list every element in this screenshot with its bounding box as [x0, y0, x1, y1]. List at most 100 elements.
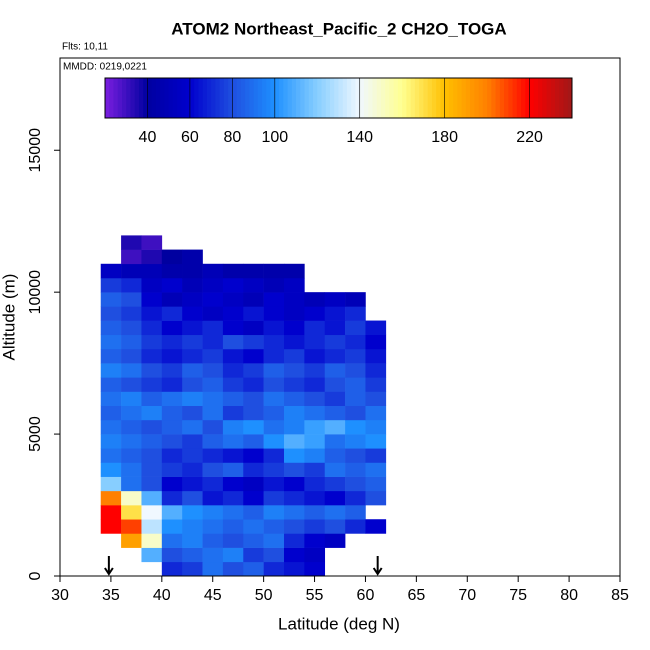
colorbar-slice — [189, 78, 195, 118]
colorbar-slice — [380, 78, 386, 118]
heat-cell — [263, 547, 285, 563]
heat-cell — [182, 277, 203, 293]
heat-cell — [324, 306, 346, 321]
heat-cell — [222, 490, 244, 506]
heat-cell — [243, 348, 264, 364]
heat-cell — [304, 377, 326, 392]
colorbar-slice — [219, 78, 225, 118]
x-tick-label: 75 — [509, 587, 527, 604]
heat-cell — [202, 391, 224, 406]
heat-cell — [141, 419, 163, 435]
colorbar-slice — [359, 78, 365, 118]
heat-cell — [141, 547, 163, 563]
heat-cell — [121, 334, 142, 350]
heat-cell — [202, 263, 224, 279]
colorbar-slice — [397, 78, 403, 118]
colorbar-slice — [177, 78, 182, 118]
colorbar-tick-label: 60 — [181, 129, 199, 146]
colorbar-slice — [351, 78, 356, 118]
heat-cell — [243, 476, 264, 492]
heat-cell — [100, 348, 122, 364]
y-tick-label: 5000 — [27, 416, 44, 452]
colorbar-slice — [130, 78, 136, 118]
colorbar-slice — [491, 78, 497, 118]
heat-cell — [243, 419, 264, 435]
heat-cell — [284, 490, 305, 506]
colorbar-slice — [151, 78, 157, 118]
flight-arrow — [104, 556, 114, 576]
heat-cell — [243, 306, 264, 321]
heat-cell — [202, 476, 224, 492]
heat-cell — [141, 249, 163, 265]
heat-cell — [324, 320, 346, 336]
colorbar-slice — [279, 78, 284, 118]
heat-cell — [263, 277, 285, 293]
colorbar-slice — [504, 78, 509, 118]
heat-cell — [365, 363, 387, 378]
colorbar-slice — [559, 78, 565, 118]
heat-cell — [304, 547, 326, 563]
heat-cell — [100, 377, 122, 392]
heat-cell — [284, 292, 305, 307]
heat-cell — [121, 377, 142, 392]
heat-cell — [121, 348, 142, 364]
heat-cell — [161, 490, 183, 506]
heat-cell — [141, 462, 163, 477]
heat-cell — [161, 292, 183, 307]
colorbar-slice — [406, 78, 412, 118]
heat-cell — [263, 519, 285, 534]
colorbar-slice — [236, 78, 242, 118]
heat-cell — [243, 320, 264, 336]
heat-cell — [161, 448, 183, 463]
colorbar-slice — [185, 78, 191, 118]
heat-cell — [324, 348, 346, 364]
heat-cell — [365, 448, 387, 463]
heat-cell — [243, 547, 264, 563]
colorbar-tick-label: 140 — [346, 129, 373, 146]
heat-cell — [243, 434, 264, 449]
heat-cell — [100, 391, 122, 406]
colorbar-slice — [453, 78, 458, 118]
heat-cell — [284, 448, 305, 463]
colorbar-slice — [283, 78, 289, 118]
heat-cell — [304, 419, 326, 435]
heat-cell — [182, 405, 203, 421]
heat-cell — [182, 490, 203, 506]
heat-cell — [222, 263, 244, 279]
colorbar-slice — [385, 78, 390, 118]
x-tick-label: 70 — [458, 587, 476, 604]
heat-cell — [202, 320, 224, 336]
heat-cell — [284, 334, 305, 350]
colorbar-tick-label: 40 — [139, 129, 157, 146]
heat-cell — [324, 363, 346, 378]
heat-cell — [324, 334, 346, 350]
heat-cell — [141, 476, 163, 492]
colorbar-slice — [342, 78, 348, 118]
colorbar-slice — [465, 78, 471, 118]
colorbar-slice — [508, 78, 514, 118]
heat-cell — [202, 306, 224, 321]
colorbar-slice — [270, 78, 276, 118]
heat-cell — [345, 391, 366, 406]
heat-cell — [304, 434, 326, 449]
heat-cell — [243, 363, 264, 378]
heat-cell — [141, 320, 163, 336]
heat-cell — [263, 334, 285, 350]
colorbar-slice — [338, 78, 344, 118]
heat-cell — [284, 391, 305, 406]
colorbar-tick-label: 80 — [223, 129, 241, 146]
heat-cell — [324, 448, 346, 463]
heat-cell — [121, 320, 142, 336]
heat-cell — [100, 462, 122, 477]
heat-cell — [243, 561, 264, 577]
colorbar-slice — [223, 78, 229, 118]
heat-cell — [202, 448, 224, 463]
heat-cell — [161, 533, 183, 548]
colorbar-slice — [321, 78, 327, 118]
heat-cell — [222, 476, 244, 492]
heat-cell — [182, 391, 203, 406]
heat-cell — [263, 363, 285, 378]
heat-cell — [141, 519, 163, 534]
heat-cell — [141, 306, 163, 321]
heat-cell — [304, 306, 326, 321]
